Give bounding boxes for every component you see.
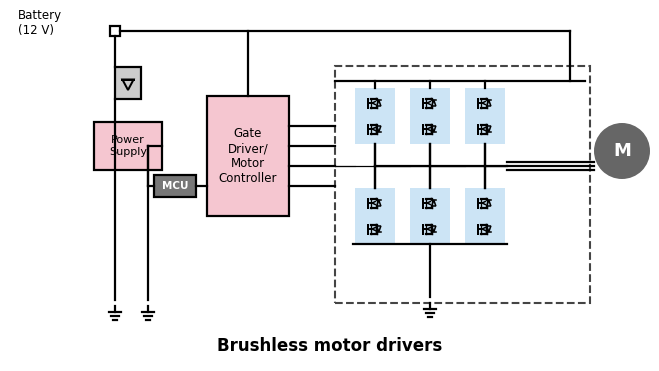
Bar (465, 88, 505, 144)
Text: Gate
Driver/
Motor
Controller: Gate Driver/ Motor Controller (219, 127, 277, 185)
Bar (115, 67, 141, 99)
Bar (410, 188, 450, 244)
Bar (355, 88, 395, 144)
Text: MCU: MCU (161, 181, 188, 191)
Bar (410, 88, 450, 144)
Bar (94, 122, 162, 170)
Bar (207, 96, 289, 216)
Bar (154, 175, 196, 197)
Bar (355, 188, 395, 244)
Bar (465, 188, 505, 244)
Bar (110, 26, 120, 36)
Circle shape (594, 123, 650, 179)
Text: M: M (613, 142, 631, 160)
Text: Battery
(12 V): Battery (12 V) (18, 9, 62, 37)
Bar (335, 66, 590, 303)
Text: Power
Supply: Power Supply (109, 135, 147, 157)
Text: Brushless motor drivers: Brushless motor drivers (217, 337, 443, 355)
